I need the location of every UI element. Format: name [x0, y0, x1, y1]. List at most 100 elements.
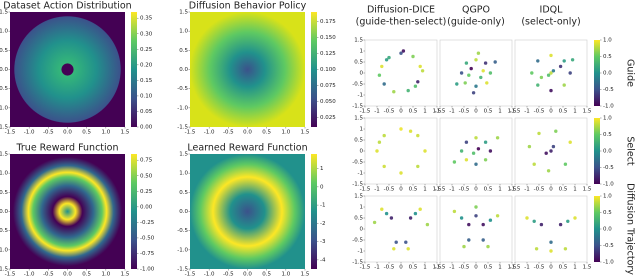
panel-frame: [364, 195, 438, 263]
colorbar: [311, 12, 317, 127]
scatter-point: [539, 222, 544, 227]
x-tick-label: 0: [399, 109, 403, 115]
scatter-point: [377, 73, 382, 77]
scatter-point: [539, 75, 544, 80]
colorbar-tick-label: 0.125: [320, 51, 336, 57]
y-tick-label: 0.5: [0, 190, 8, 196]
x-tick-label: -0.5: [43, 272, 54, 278]
scatter-point: [452, 209, 457, 214]
y-tick-label: 1.5: [354, 38, 363, 44]
colorbar-tick-label: -1.0: [603, 104, 614, 110]
colorbar-tick-label: -4: [320, 257, 326, 263]
colorbar-tick-label: 0.10: [140, 93, 153, 99]
scatter-point: [406, 88, 410, 93]
scatter-point: [483, 140, 488, 144]
x-tick-label: -0.5: [223, 130, 234, 136]
y-tick-label: -1: [358, 249, 363, 255]
x-tick-label: 0.5: [262, 272, 271, 278]
y-tick-label: -1.5: [177, 125, 188, 131]
y-tick-label: -1.5: [352, 182, 363, 188]
y-tick-label: -1.0: [0, 105, 8, 111]
scatter-point: [392, 90, 396, 94]
y-tick-label: -0.5: [352, 238, 363, 244]
colorbar-tick-label: 1: [320, 166, 324, 172]
colorbar: [131, 154, 137, 269]
scatter-point: [382, 133, 386, 138]
x-tick-label: -1.0: [24, 272, 35, 278]
x-tick-label: 1.5: [121, 272, 130, 278]
row-label: Select: [625, 136, 636, 166]
x-tick-label: -1.5: [5, 130, 16, 136]
scatter-point: [488, 218, 493, 222]
colorbar-tick-label: -0.75: [140, 251, 155, 257]
scatter-point: [416, 164, 420, 169]
y-tick-label: -1.5: [0, 125, 8, 131]
scatter-point: [549, 71, 553, 75]
scatter-point: [474, 84, 478, 88]
y-tick-label: 0.0: [0, 67, 8, 73]
x-tick-label: -1.5: [360, 265, 371, 271]
scatter-point: [488, 71, 493, 75]
panel-title: Dataset Action Distribution: [3, 1, 131, 12]
x-tick-label: -1: [449, 265, 454, 271]
colorbar-tick-label: 0.30: [140, 31, 153, 37]
scatter-point: [530, 71, 534, 75]
colorbar-tick-label: 0.00: [140, 204, 153, 210]
colorbar-tick-label: 0.5: [603, 132, 612, 138]
x-tick-label: 0.0: [243, 272, 252, 278]
colorbar-tick-label: 0.150: [320, 35, 336, 41]
x-tick-label: -0.5: [534, 187, 545, 193]
scatter-point: [536, 59, 540, 63]
colorbar-tick-label: 0.75: [140, 158, 153, 164]
colorbar-tick-label: 0.025: [320, 115, 336, 121]
x-tick-label: -1.5: [435, 187, 446, 193]
y-tick-label: 1.0: [0, 171, 8, 177]
scatter-point: [411, 54, 415, 59]
x-tick-label: -1.5: [360, 187, 371, 193]
y-tick-label: 0.5: [179, 190, 188, 196]
y-tick-label: 1: [360, 205, 364, 211]
colorbar-tick-label: 0.050: [320, 99, 336, 105]
x-tick-label: -1: [524, 187, 529, 193]
x-tick-label: 0.5: [82, 130, 91, 136]
scatter-point: [452, 160, 457, 164]
x-tick-label: 0.5: [82, 272, 91, 278]
x-tick-label: -0.5: [459, 187, 470, 193]
scatter-point: [380, 64, 384, 69]
scatter-point: [392, 247, 396, 251]
panel-title: Learned Reward Function: [187, 143, 307, 154]
x-tick-label: 0: [474, 187, 478, 193]
colorbar-tick-label: 0.175: [320, 19, 336, 25]
colorbar-tick-label: 0.0: [603, 227, 612, 233]
y-tick-label: -1.5: [352, 260, 363, 266]
column-title: Diffusion-DICE: [367, 5, 435, 16]
panel-title: Diffusion Behavior Policy: [189, 1, 307, 12]
scatter-point: [474, 205, 478, 209]
heatmap-image: [190, 12, 305, 127]
scatter-point: [413, 211, 418, 216]
scatter-point: [537, 131, 541, 136]
x-tick-label: -1.0: [204, 272, 215, 278]
scatter-point: [399, 127, 403, 131]
colorbar-tick-label: 0.25: [140, 189, 153, 195]
scatter-point: [474, 214, 478, 218]
scatter-point: [463, 81, 467, 85]
scatter-point: [418, 207, 422, 211]
colorbar-tick-label: 0.075: [320, 83, 336, 89]
y-tick-label: 1.5: [0, 10, 8, 16]
x-tick-label: 0.5: [559, 109, 568, 115]
x-tick-label: 0.5: [559, 265, 568, 271]
y-tick-label: 1.5: [179, 10, 188, 16]
y-tick-label: 0.0: [179, 209, 188, 215]
panel-frame: [439, 39, 513, 107]
x-tick-label: -1.5: [360, 109, 371, 115]
panel-frame: [439, 117, 513, 185]
x-tick-label: 1: [573, 187, 577, 193]
x-tick-label: 1: [573, 109, 577, 115]
y-tick-label: -0.5: [177, 228, 188, 234]
y-tick-label: -0.5: [352, 82, 363, 88]
x-tick-label: 1.5: [301, 130, 310, 136]
y-tick-label: -0.5: [177, 86, 188, 92]
colorbar-tick-label: 0.5: [603, 210, 612, 216]
colorbar-tick-label: -1.0: [603, 260, 614, 266]
